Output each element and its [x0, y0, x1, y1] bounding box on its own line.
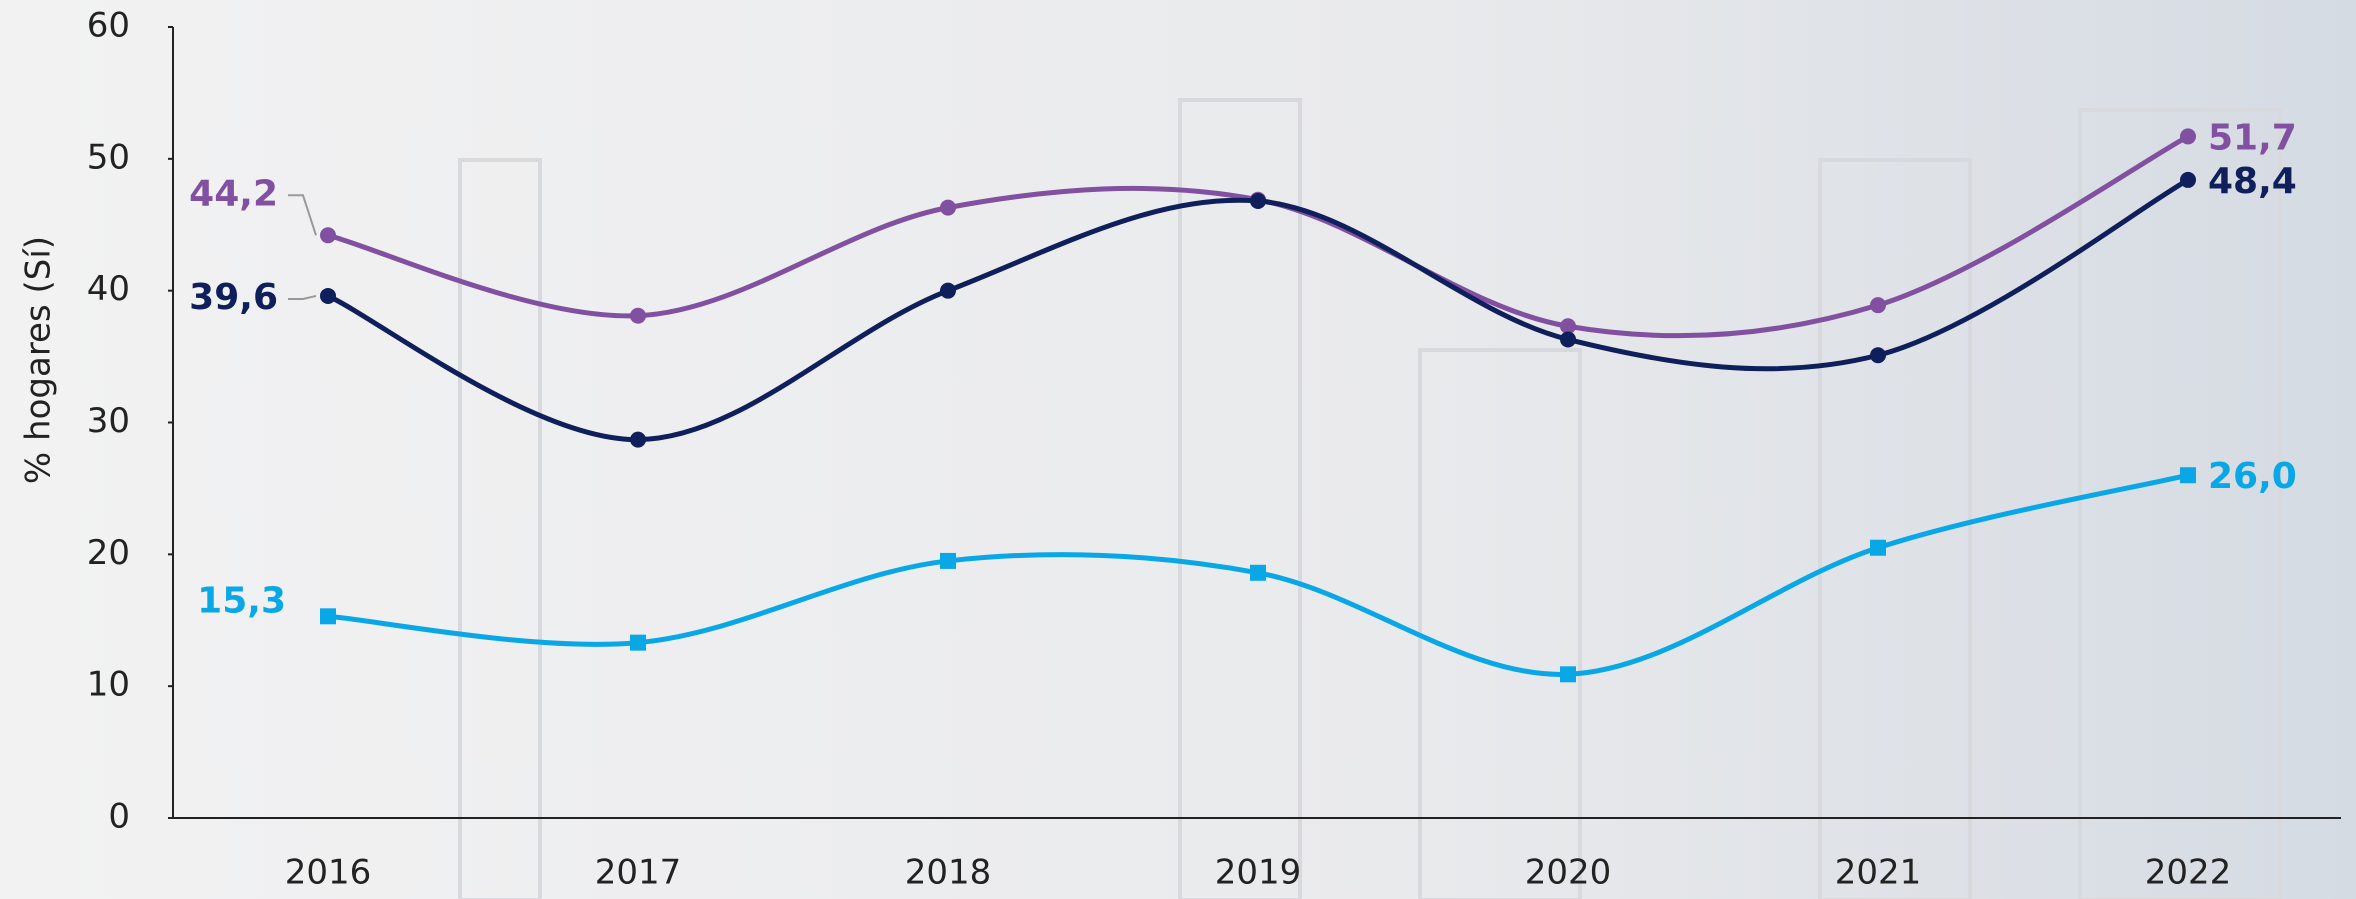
data-label: 26,0 — [2208, 456, 2297, 497]
point-marker — [320, 227, 336, 244]
data-label: 51,7 — [2208, 117, 2297, 158]
data-label: 15,3 — [197, 580, 286, 621]
x-tick-label: 2016 — [285, 853, 372, 893]
x-tick-label: 2021 — [1835, 853, 1922, 893]
x-tick-label: 2017 — [595, 853, 682, 893]
y-tick-label: 50 — [87, 137, 130, 177]
point-marker — [940, 552, 956, 569]
x-tick-label: 2019 — [1215, 853, 1302, 893]
y-tick-label: 40 — [87, 269, 130, 309]
x-tick-label: 2018 — [905, 853, 992, 893]
point-marker — [630, 634, 646, 651]
point-marker — [1250, 193, 1266, 210]
point-marker — [1870, 297, 1886, 314]
point-marker — [940, 282, 956, 299]
point-marker — [630, 431, 646, 448]
point-marker — [2180, 467, 2196, 484]
point-marker — [320, 608, 336, 625]
point-marker — [1870, 539, 1886, 556]
data-label: 44,2 — [189, 173, 278, 214]
leader-line — [288, 194, 317, 236]
point-marker — [2180, 128, 2196, 145]
x-tick-label: 2022 — [2145, 853, 2232, 893]
point-marker — [1870, 347, 1886, 364]
point-marker — [320, 287, 336, 304]
data-label: 39,6 — [189, 277, 278, 318]
y-tick-label: 60 — [87, 6, 130, 46]
y-tick-label: 30 — [87, 401, 130, 441]
point-marker — [630, 307, 646, 324]
x-tick-label: 2020 — [1525, 853, 1612, 893]
data-label: 48,4 — [2208, 161, 2297, 202]
point-marker — [940, 199, 956, 216]
y-axis-label: % hogares (Sí) — [19, 236, 59, 484]
background-buildings — [458, 98, 2282, 899]
leader-line — [288, 294, 317, 300]
point-marker — [1560, 318, 1576, 335]
y-tick-label: 20 — [87, 533, 130, 573]
y-tick-label: 0 — [108, 797, 130, 837]
y-tick-label: 10 — [87, 665, 130, 705]
point-marker — [1560, 331, 1576, 348]
point-marker — [1560, 666, 1576, 683]
point-marker — [2180, 171, 2196, 188]
point-marker — [1250, 564, 1266, 581]
